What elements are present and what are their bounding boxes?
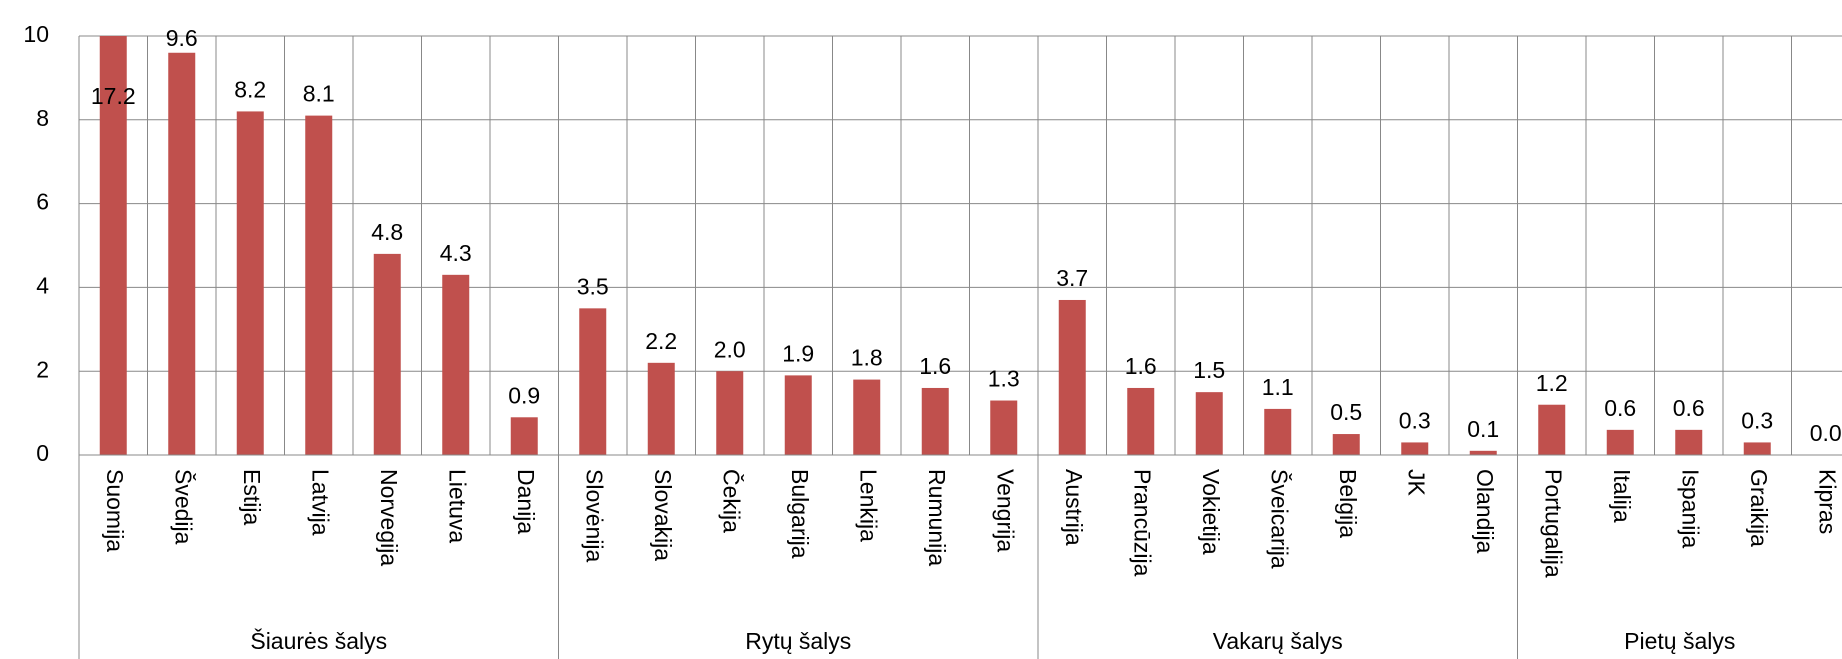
value-label: 9.6 [166,25,198,51]
bar [99,36,127,455]
value-label: 1.6 [919,353,951,379]
value-label: 0.3 [1741,408,1773,434]
bar [1264,408,1292,455]
bar [1127,387,1155,455]
x-tick-label: Olandija [1472,469,1498,554]
value-label: 0.5 [1330,399,1362,425]
value-label: 0.9 [508,382,540,408]
value-label: 4.3 [440,240,472,266]
group-label: Vakarų šalys [1213,628,1343,654]
value-label: 1.6 [1125,353,1157,379]
value-label: 1.9 [782,340,814,366]
bar [1195,392,1223,455]
value-label: 2.2 [645,328,677,354]
x-tick-label: Portugalija [1541,469,1567,578]
x-tick-label: Slovėnija [582,469,608,563]
value-label: 0.0 [1810,420,1842,446]
value-label: 4.8 [371,219,403,245]
y-tick-label: 6 [36,189,49,215]
group-label: Šiaurės šalys [250,627,387,654]
bar [236,111,264,455]
bar [853,379,881,455]
bar [784,375,812,455]
bar [1675,429,1703,455]
bar [921,387,949,455]
x-tick-label: Čekija [719,469,746,533]
x-tick-label: Austrija [1061,469,1087,546]
y-tick-label: 2 [36,356,49,382]
x-tick-label: Kipras [1815,469,1841,534]
value-label: 1.5 [1193,357,1225,383]
x-tick-label: Suomija [102,469,128,552]
x-tick-label: Lietuva [445,469,471,543]
bar [1469,450,1497,455]
x-tick-label: Latvija [308,469,334,536]
x-tick-label: Prancūzija [1130,469,1156,577]
value-label: 8.1 [303,81,335,107]
bar [1401,442,1429,455]
x-tick-label: JK [1404,469,1430,497]
bars [99,36,1771,455]
value-label: 3.5 [577,273,609,299]
value-label: 1.8 [851,345,883,371]
bar [373,253,401,455]
x-tick-label: Norvegija [376,469,402,566]
x-tick-label: Belgija [1335,469,1361,538]
value-label: 3.7 [1056,265,1088,291]
value-label: 0.6 [1604,395,1636,421]
value-label: 1.2 [1536,370,1568,396]
x-tick-label: Vokietija [1198,469,1224,555]
x-tick-label: Italija [1609,469,1635,523]
x-tick-label: Bulgarija [787,469,813,559]
bar [442,274,470,455]
bar [1743,442,1771,455]
group-label: Rytų šalys [745,628,851,654]
bar [1058,299,1086,455]
value-label: 0.6 [1673,395,1705,421]
bar [1538,404,1566,455]
bar [716,371,744,455]
x-tick-label: Rumunija [924,469,950,566]
x-tick-label: Slovakija [650,469,676,561]
value-label: 1.3 [988,366,1020,392]
x-tick-label: Švedija [171,469,198,545]
value-label: 0.1 [1467,416,1499,442]
bar [1332,434,1360,455]
x-tick-label: Estija [239,469,265,525]
x-tick-label: Danija [513,469,539,534]
bar [1606,429,1634,455]
x-tick-label: Vengrija [993,469,1019,552]
y-tick-label: 10 [23,21,49,47]
y-tick-label: 4 [36,272,49,298]
x-tick-label: Graikija [1746,469,1772,547]
y-tick-label: 0 [36,440,49,466]
value-label: 8.2 [234,76,266,102]
group-label: Pietų šalys [1624,628,1735,654]
value-label: 17.2 [91,83,136,109]
bar [305,115,333,455]
x-tick-label: Šveicarija [1267,469,1294,569]
bar [990,400,1018,455]
value-label: 1.1 [1262,374,1294,400]
bar [510,417,538,455]
bar [647,362,675,455]
value-label: 0.3 [1399,408,1431,434]
bar [168,52,196,455]
value-label: 2.0 [714,336,746,362]
x-tick-label: Ispanija [1678,469,1704,548]
x-tick-label: Lenkija [856,469,882,542]
bar [579,308,607,455]
y-tick-label: 8 [36,105,49,131]
